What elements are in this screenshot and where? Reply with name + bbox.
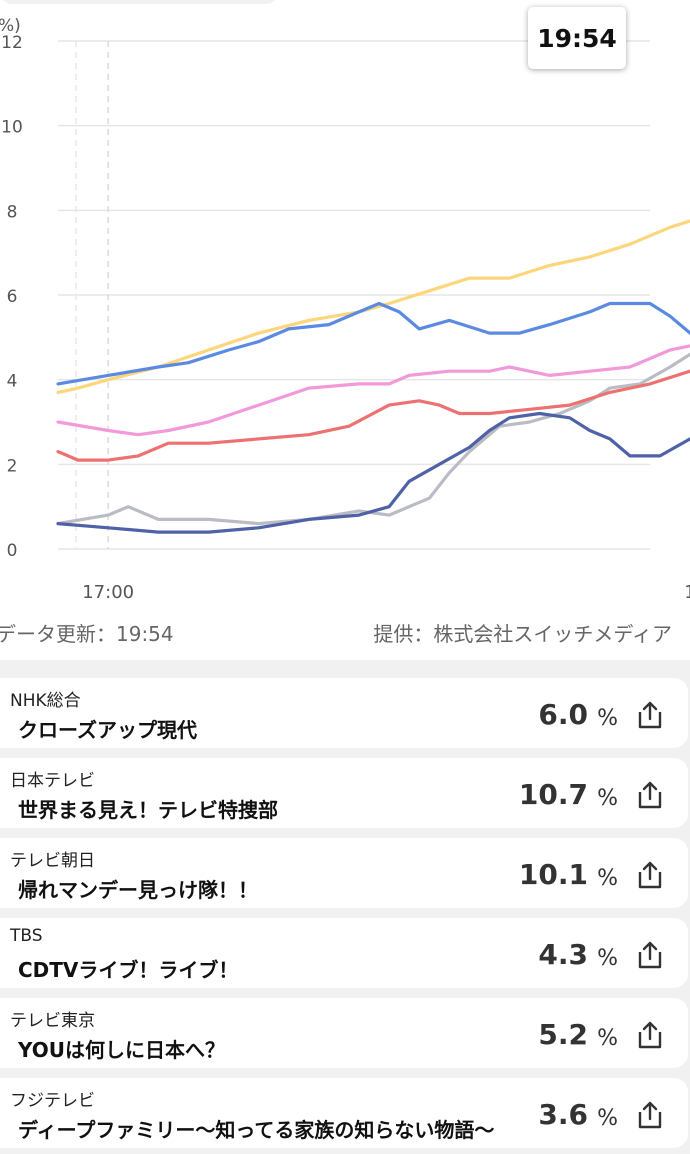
x-tick-label: 18:00 — [684, 582, 690, 603]
top-control-edge — [0, 0, 278, 4]
program-title: 世界まる見え！テレビ特捜部 — [18, 798, 278, 822]
channel-name: テレビ東京 — [10, 1011, 95, 1031]
time-tooltip: 19:54 — [528, 7, 626, 69]
channel-name: 日本テレビ — [10, 771, 95, 791]
y-axis-ticks: 0 2 4 6 8 10 12%) — [0, 16, 23, 561]
program-title: YOUは何しに日本へ？ — [18, 1038, 226, 1062]
rating-value: 10.1 — [518, 858, 588, 891]
update-time: データ更新：19:54 — [0, 622, 174, 646]
share-icon[interactable] — [636, 780, 664, 810]
program-title: CDTVライブ！ライブ！ — [18, 958, 239, 982]
list-item[interactable]: テレビ東京 YOUは何しに日本へ？ 5.2 % — [0, 998, 688, 1068]
x-tick-label: 17:00 — [82, 582, 134, 603]
rating-value: 4.3 — [538, 938, 588, 971]
y-tick-label: 12 — [1, 33, 23, 53]
series-line-ex — [56, 344, 690, 437]
y-tick-label: 4 — [7, 372, 18, 392]
y-tick-label: 2 — [7, 456, 18, 476]
rating-unit: % — [597, 1026, 618, 1051]
rating-value: 10.7 — [518, 778, 588, 811]
list-item[interactable]: 日本テレビ 世界まる見え！テレビ特捜部 10.7 % — [0, 758, 688, 828]
rating-value: 5.2 — [538, 1018, 588, 1051]
channel-name: NHK総合 — [10, 691, 81, 711]
series-line-tx — [56, 411, 690, 534]
share-icon[interactable] — [636, 940, 664, 970]
ratings-list: NHK総合 クローズアップ現代 6.0 % 日本テレビ 世界まる見え！テレビ特捜… — [0, 660, 690, 1154]
list-item[interactable]: TBS CDTVライブ！ライブ！ 4.3 % — [0, 918, 688, 988]
list-item[interactable]: テレビ朝日 帰れマンデー見っけ隊！！ 10.1 % — [0, 838, 688, 908]
rating-unit: % — [597, 1106, 618, 1131]
program-title: ディープファミリー～知ってる家族の知らない物語～ — [18, 1118, 495, 1142]
channel-name: テレビ朝日 — [10, 851, 95, 871]
rating-unit: % — [597, 946, 618, 971]
series-line-ntv — [56, 219, 690, 394]
series-lines — [56, 219, 690, 534]
y-tick-label: 0 — [7, 541, 18, 561]
share-icon[interactable] — [636, 1100, 664, 1130]
series-line-cx — [56, 369, 690, 462]
list-item[interactable]: NHK総合 クローズアップ現代 6.0 % — [0, 678, 688, 748]
chart-meta: データ更新：19:54 提供：株式会社スイッチメディア — [0, 614, 690, 646]
program-title: クローズアップ現代 — [18, 718, 197, 742]
share-icon[interactable] — [636, 860, 664, 890]
y-tick-label: 10 — [1, 118, 23, 138]
list-item[interactable]: フジテレビ ディープファミリー～知ってる家族の知らない物語～ 3.6 % — [0, 1078, 688, 1148]
series-line-tbs — [56, 301, 690, 386]
data-source: 提供：株式会社スイッチメディア — [373, 622, 672, 646]
share-icon[interactable] — [636, 700, 664, 730]
channel-name: TBS — [10, 926, 43, 946]
chart-grid — [58, 40, 650, 550]
share-icon[interactable] — [636, 1020, 664, 1050]
y-tick-label: 8 — [7, 202, 18, 222]
y-axis-unit: %) — [0, 16, 21, 36]
rating-value: 3.6 — [538, 1098, 588, 1131]
rating-unit: % — [597, 866, 618, 891]
rating-unit: % — [597, 786, 618, 811]
x-axis-ticks: 17:0018:0019:00 — [82, 582, 690, 603]
y-tick-label: 6 — [7, 287, 18, 307]
rating-unit: % — [597, 706, 618, 731]
channel-name: フジテレビ — [10, 1091, 95, 1111]
program-title: 帰れマンデー見っけ隊！！ — [18, 878, 258, 902]
rating-value: 6.0 — [538, 698, 588, 731]
